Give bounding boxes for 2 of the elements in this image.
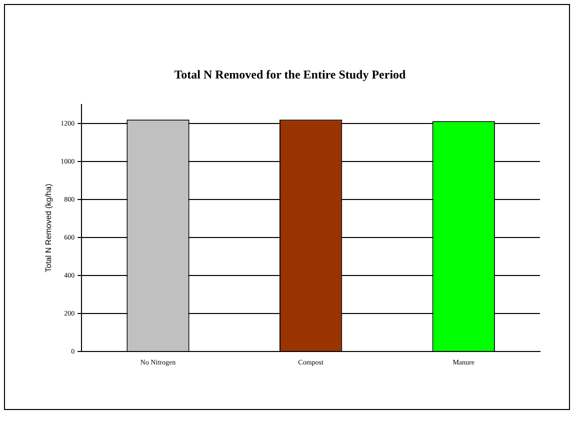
chart-title: Total N Removed for the Entire Study Period	[174, 67, 406, 82]
y-axis-title: Total N Removed (kg/ha)	[44, 183, 54, 272]
